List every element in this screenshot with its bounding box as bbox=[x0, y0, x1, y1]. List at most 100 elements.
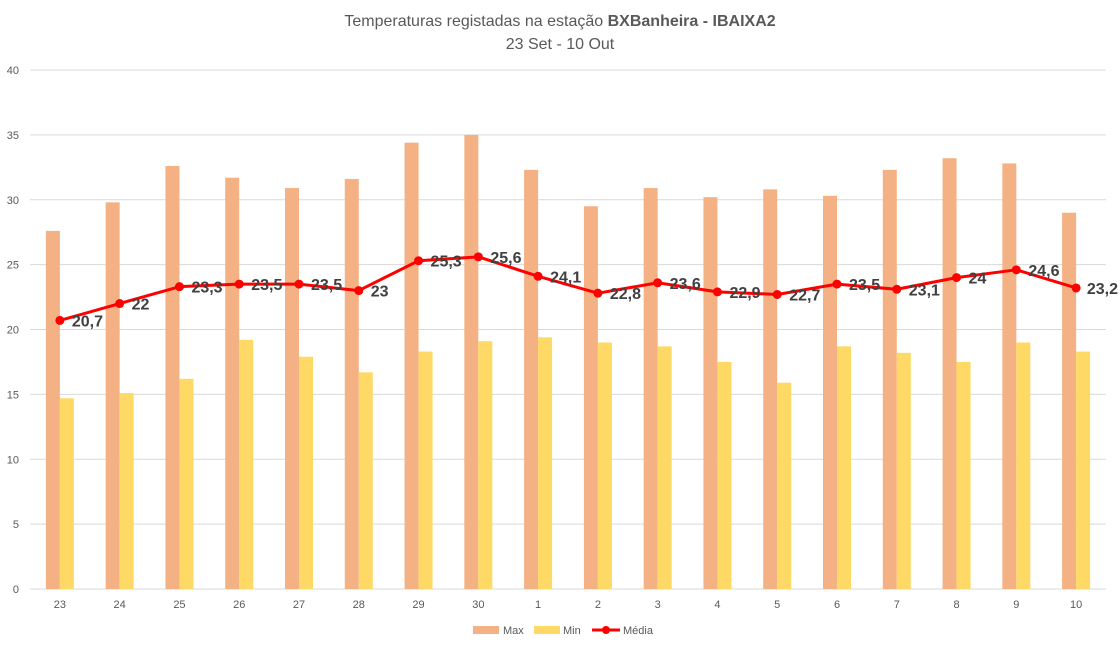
media-point bbox=[832, 279, 842, 289]
bar-max bbox=[1062, 212, 1077, 589]
media-line bbox=[59, 255, 1077, 322]
y-tick-label: 30 bbox=[7, 195, 19, 207]
gridlines bbox=[30, 69, 1106, 590]
x-tick-label: 3 bbox=[655, 599, 661, 611]
media-line-layer: 20,7 22 23,3 23,5 23,5 23 25,3 25,6 24,1 22,8 23,6… bbox=[55, 250, 1118, 330]
media-data-label: 23,5 bbox=[311, 277, 342, 294]
bar-max bbox=[1002, 163, 1017, 590]
media-data-label: 24,6 bbox=[1028, 263, 1059, 280]
media-data-label: 23 bbox=[371, 284, 389, 301]
media-data-label: 22,9 bbox=[729, 285, 760, 302]
media-data-label: 23,3 bbox=[191, 280, 222, 297]
media-point bbox=[174, 282, 184, 292]
bar-max bbox=[524, 169, 539, 589]
media-point bbox=[952, 273, 962, 283]
bar-min bbox=[239, 339, 254, 589]
media-data-label: 23,5 bbox=[849, 277, 880, 294]
media-data-label: 22 bbox=[132, 297, 150, 314]
bar-max bbox=[105, 202, 120, 589]
y-tick-label: 10 bbox=[7, 454, 19, 466]
legend-label-max: Max bbox=[503, 625, 524, 637]
media-data-label: 25,3 bbox=[431, 254, 462, 271]
bar-min bbox=[777, 382, 792, 589]
media-point bbox=[712, 287, 722, 297]
media-point bbox=[55, 315, 65, 325]
media-data-label: 25,6 bbox=[490, 250, 521, 267]
x-tick-label: 6 bbox=[834, 599, 840, 611]
x-tick-label: 1 bbox=[535, 599, 541, 611]
y-axis-ticks: 0 5 10 15 20 25 30 35 40 bbox=[7, 65, 19, 596]
bar-min bbox=[119, 393, 134, 589]
bar-max bbox=[643, 188, 658, 589]
legend-label-min: Min bbox=[563, 625, 581, 637]
chart-title: Temperaturas registadas na estação BXBan… bbox=[344, 13, 775, 30]
bar-min bbox=[538, 337, 553, 589]
media-data-label: 23,5 bbox=[251, 277, 282, 294]
media-point bbox=[473, 252, 483, 262]
chart-subtitle: 23 Set - 10 Out bbox=[506, 36, 615, 53]
bar-max bbox=[583, 206, 598, 590]
x-tick-label: 4 bbox=[714, 599, 720, 611]
media-data-label: 20,7 bbox=[72, 313, 103, 330]
x-tick-label: 27 bbox=[293, 599, 305, 611]
bar-min bbox=[179, 378, 194, 589]
bar-min bbox=[717, 361, 732, 589]
bar-max bbox=[703, 197, 718, 589]
media-point bbox=[1071, 283, 1081, 293]
bar-max bbox=[344, 178, 359, 590]
x-tick-label: 2 bbox=[595, 599, 601, 611]
media-data-label: 24,1 bbox=[550, 269, 581, 286]
x-tick-label: 5 bbox=[774, 599, 780, 611]
y-tick-label: 35 bbox=[7, 130, 19, 142]
media-point bbox=[354, 286, 364, 296]
bar-max bbox=[285, 188, 299, 589]
bar-min bbox=[956, 361, 971, 589]
x-tick-label: 23 bbox=[54, 599, 66, 611]
bar-min bbox=[1076, 351, 1091, 589]
media-data-label: 22,8 bbox=[610, 286, 641, 303]
x-tick-label: 10 bbox=[1070, 599, 1082, 611]
x-tick-label: 24 bbox=[114, 599, 126, 611]
x-tick-label: 30 bbox=[472, 599, 484, 611]
legend-swatch-max bbox=[473, 626, 499, 634]
bar-min bbox=[657, 346, 672, 589]
y-tick-label: 5 bbox=[13, 519, 19, 531]
bar-min bbox=[478, 341, 493, 589]
chart-title-prefix: Temperaturas registadas na estação bbox=[344, 13, 607, 30]
media-point bbox=[234, 279, 244, 289]
bar-max bbox=[165, 166, 180, 589]
x-axis-ticks: 23 24 25 26 27 28 29 30 1 2 3 4 5 6 7 8 9 10 bbox=[54, 599, 1082, 611]
media-point bbox=[294, 279, 304, 289]
bar-min bbox=[299, 356, 313, 589]
bar-min bbox=[837, 346, 851, 589]
x-tick-label: 9 bbox=[1013, 599, 1019, 611]
media-point bbox=[593, 288, 603, 298]
y-tick-label: 20 bbox=[7, 325, 19, 337]
y-tick-label: 15 bbox=[7, 389, 19, 401]
legend-marker-media bbox=[602, 626, 610, 634]
bars bbox=[45, 134, 1091, 590]
legend: Max Min Média bbox=[473, 625, 654, 637]
chart-title-station: BXBanheira - IBAIXA2 bbox=[608, 13, 776, 30]
y-tick-label: 0 bbox=[13, 584, 19, 596]
bar-min bbox=[358, 372, 373, 589]
bar-min bbox=[896, 352, 911, 589]
x-tick-label: 28 bbox=[353, 599, 365, 611]
media-data-label: 24 bbox=[969, 271, 987, 288]
media-point bbox=[1011, 265, 1021, 275]
y-tick-label: 40 bbox=[7, 65, 19, 77]
media-data-label: 23,2 bbox=[1087, 281, 1118, 298]
bar-max bbox=[464, 134, 479, 589]
media-point bbox=[414, 256, 424, 266]
x-tick-label: 26 bbox=[233, 599, 245, 611]
bar-min bbox=[1016, 342, 1031, 589]
bar-max bbox=[882, 169, 897, 589]
legend-label-media: Média bbox=[623, 625, 654, 637]
media-data-label: 23,6 bbox=[670, 276, 701, 293]
bar-max bbox=[942, 158, 957, 590]
media-point bbox=[653, 278, 663, 288]
x-tick-label: 29 bbox=[412, 599, 424, 611]
x-tick-label: 8 bbox=[953, 599, 959, 611]
